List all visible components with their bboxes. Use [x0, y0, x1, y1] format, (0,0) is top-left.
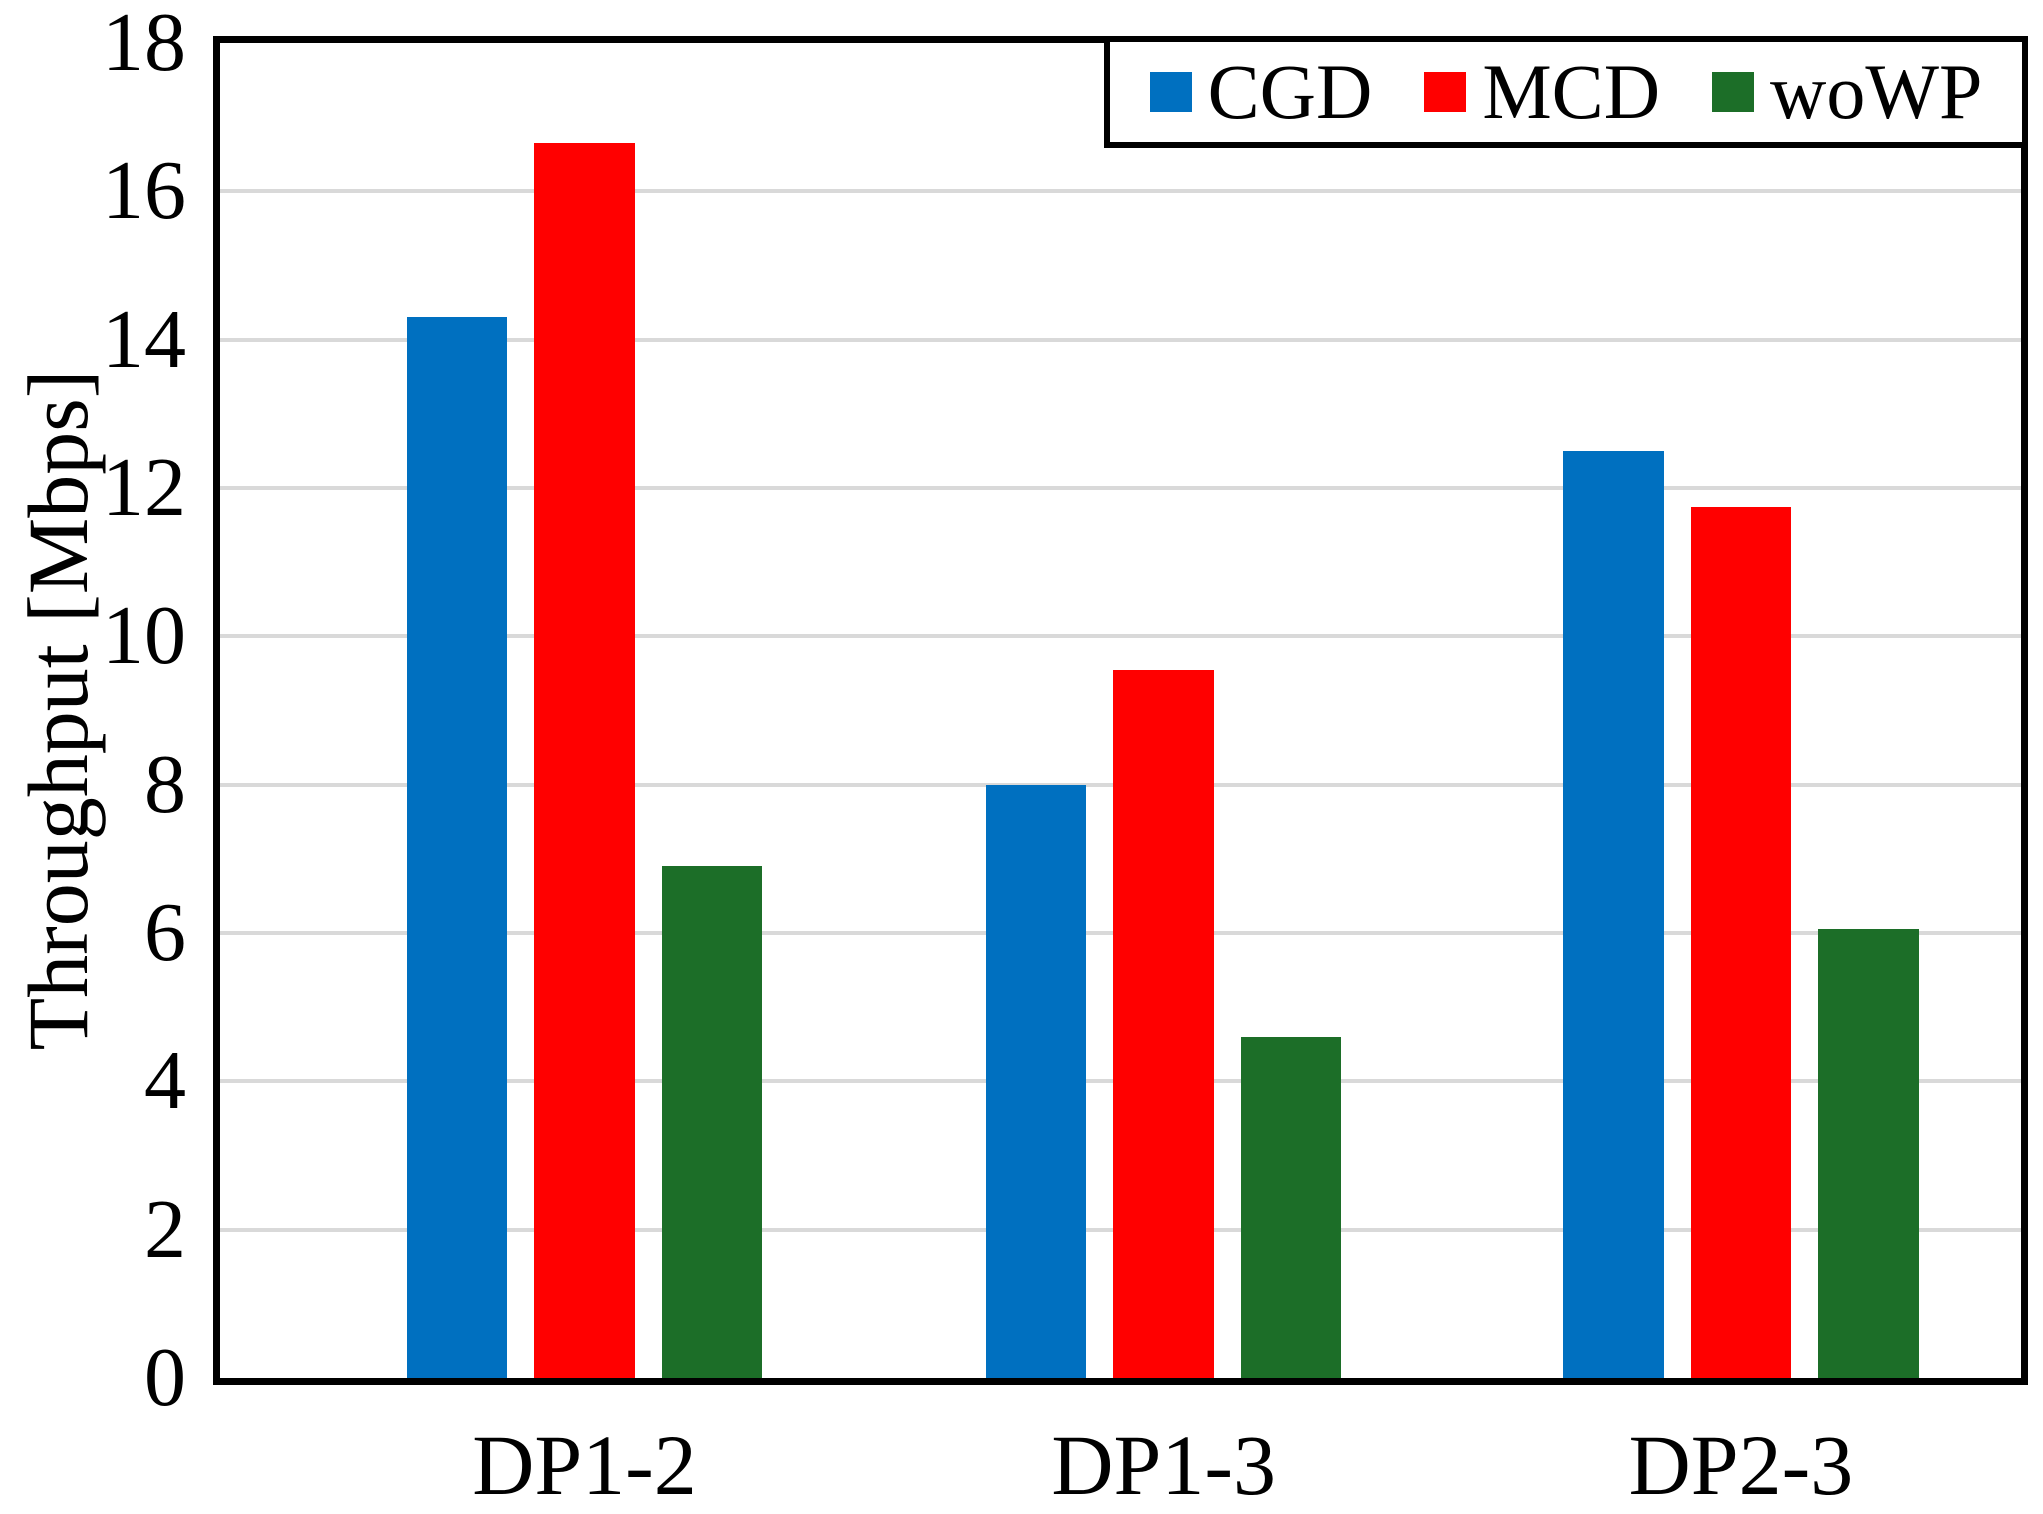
y-tick-label-2: 2 [144, 1182, 186, 1276]
legend-item-mcd: MCD [1424, 51, 1660, 133]
y-tick-label-4: 4 [144, 1034, 186, 1128]
bar-cgd-dp1-3 [985, 784, 1087, 1378]
legend-swatch-wowp [1712, 72, 1755, 112]
legend-item-wowp: woWP [1712, 51, 1982, 133]
y-tick-label-0: 0 [144, 1331, 186, 1424]
y-tick-label-6: 6 [144, 886, 186, 979]
y-tick-label-16: 16 [102, 144, 186, 238]
y-tick-label-8: 8 [144, 737, 186, 831]
x-category-label-dp2-3: DP2-3 [1628, 1417, 1854, 1513]
bar-wowp-dp2-3 [1818, 929, 1919, 1378]
bar-mcd-dp1-2 [534, 143, 635, 1378]
legend-label-mcd: MCD [1482, 48, 1661, 135]
bar-cgd-dp1-2 [406, 317, 508, 1378]
y-tick-label-10: 10 [102, 589, 186, 683]
gridline-y-16 [220, 189, 2021, 194]
x-category-label-dp1-2: DP1-2 [472, 1417, 697, 1513]
legend-swatch-cgd [1149, 72, 1192, 112]
legend: CGD MCD woWP [1104, 36, 2028, 148]
legend-item-cgd: CGD [1149, 48, 1373, 135]
y-tick-label-14: 14 [102, 292, 186, 386]
y-tick-label-18: 18 [102, 0, 186, 89]
plot-area [213, 36, 2028, 1385]
bar-wowp-dp1-3 [1240, 1036, 1342, 1378]
x-category-label-dp1-3: DP1-3 [1051, 1417, 1277, 1513]
y-tick-label-12: 12 [102, 441, 186, 534]
bar-mcd-dp1-3 [1113, 669, 1214, 1378]
legend-label-cgd: CGD [1207, 48, 1373, 135]
gridline-y-14 [220, 337, 2021, 342]
bar-cgd-dp2-3 [1563, 450, 1664, 1378]
gridline-y-10 [220, 634, 2021, 639]
legend-label-wowp: woWP [1770, 48, 1983, 135]
bar-mcd-dp2-3 [1690, 506, 1792, 1378]
gridline-y-12 [220, 486, 2021, 490]
legend-swatch-mcd [1424, 72, 1467, 112]
bar-wowp-dp1-2 [661, 866, 763, 1378]
